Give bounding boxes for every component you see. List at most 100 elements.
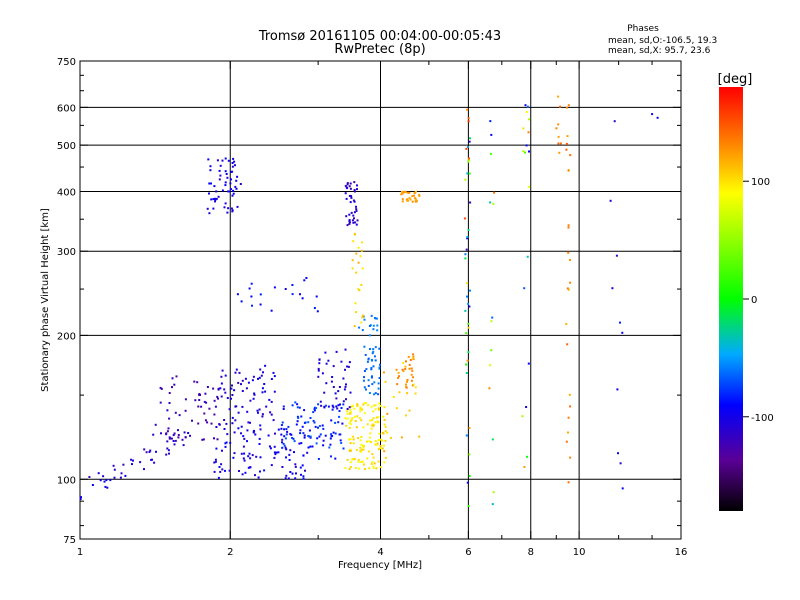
data-point (355, 208, 358, 211)
data-point (414, 392, 417, 395)
data-point (177, 434, 180, 436)
data-point (302, 454, 305, 457)
data-point (224, 374, 227, 377)
data-point (557, 135, 560, 138)
data-point (285, 448, 288, 451)
data-point (291, 293, 294, 296)
data-point (296, 415, 299, 418)
data-point (491, 316, 494, 319)
data-point (464, 257, 467, 260)
data-point (317, 367, 320, 370)
data-point (154, 423, 157, 426)
data-point (467, 302, 470, 305)
data-point (526, 455, 529, 458)
data-point (489, 364, 492, 367)
data-point (149, 449, 152, 452)
data-point (374, 392, 377, 395)
data-point (374, 346, 377, 349)
data-point (406, 378, 409, 381)
data-point (221, 159, 224, 162)
data-point (342, 377, 345, 380)
data-point (359, 406, 362, 409)
data-point (526, 255, 529, 258)
data-point (159, 386, 162, 389)
data-point (247, 381, 250, 384)
data-point (201, 438, 204, 441)
data-point (348, 221, 351, 224)
data-point (322, 439, 325, 442)
data-point (353, 190, 356, 193)
data-point (566, 287, 569, 290)
data-point (363, 376, 365, 379)
data-point (354, 302, 357, 305)
data-point (217, 195, 220, 198)
data-point (468, 427, 471, 430)
data-point (299, 293, 301, 296)
data-point (273, 456, 276, 459)
data-point (384, 439, 387, 442)
data-point (213, 413, 216, 416)
data-point (261, 415, 264, 418)
colorbar-tick-label: -100 (751, 413, 774, 424)
data-point (415, 198, 418, 201)
data-point (317, 403, 320, 406)
data-point (346, 408, 349, 410)
data-point (362, 463, 365, 466)
data-point (414, 386, 417, 389)
data-point (392, 396, 395, 398)
data-point (372, 456, 375, 459)
data-point (361, 329, 364, 332)
data-point (346, 417, 349, 420)
data-point (145, 451, 148, 454)
data-point (232, 192, 235, 195)
data-point (323, 406, 326, 409)
data-point (256, 409, 259, 412)
data-point (353, 181, 356, 184)
data-point (355, 209, 358, 212)
data-point (184, 409, 187, 412)
data-point (306, 451, 309, 454)
data-point (237, 381, 240, 384)
data-point (378, 408, 380, 411)
data-point (187, 432, 190, 434)
data-point (411, 357, 414, 360)
data-point (214, 405, 217, 408)
data-point (259, 424, 262, 427)
data-point (557, 95, 560, 98)
data-point (356, 403, 359, 406)
data-point (616, 388, 619, 391)
data-point (301, 464, 304, 467)
data-point (272, 371, 275, 374)
data-point (384, 456, 387, 459)
data-point (566, 135, 569, 138)
data-point (287, 477, 290, 480)
data-point (377, 382, 380, 385)
data-point (288, 459, 291, 461)
data-point (91, 484, 94, 486)
data-point (160, 387, 163, 390)
data-point (466, 236, 469, 238)
data-point (349, 201, 352, 204)
colorbar-tick-label: 100 (751, 177, 770, 188)
data-point (526, 105, 529, 108)
data-point (345, 215, 348, 218)
data-point (353, 189, 356, 191)
data-point (168, 392, 171, 394)
data-point (214, 198, 217, 201)
data-point (405, 360, 407, 363)
data-point (335, 350, 338, 353)
data-point (615, 254, 618, 257)
data-point (204, 419, 207, 422)
data-point (228, 469, 231, 472)
data-point (342, 403, 345, 406)
data-point (348, 361, 351, 364)
data-point (219, 470, 222, 473)
data-point (360, 443, 363, 446)
data-point (317, 458, 320, 460)
x-tick-label: 16 (675, 547, 688, 558)
data-point (241, 390, 244, 392)
data-point (491, 503, 494, 506)
data-point (215, 447, 218, 450)
data-point (370, 358, 373, 361)
data-point (370, 314, 373, 317)
